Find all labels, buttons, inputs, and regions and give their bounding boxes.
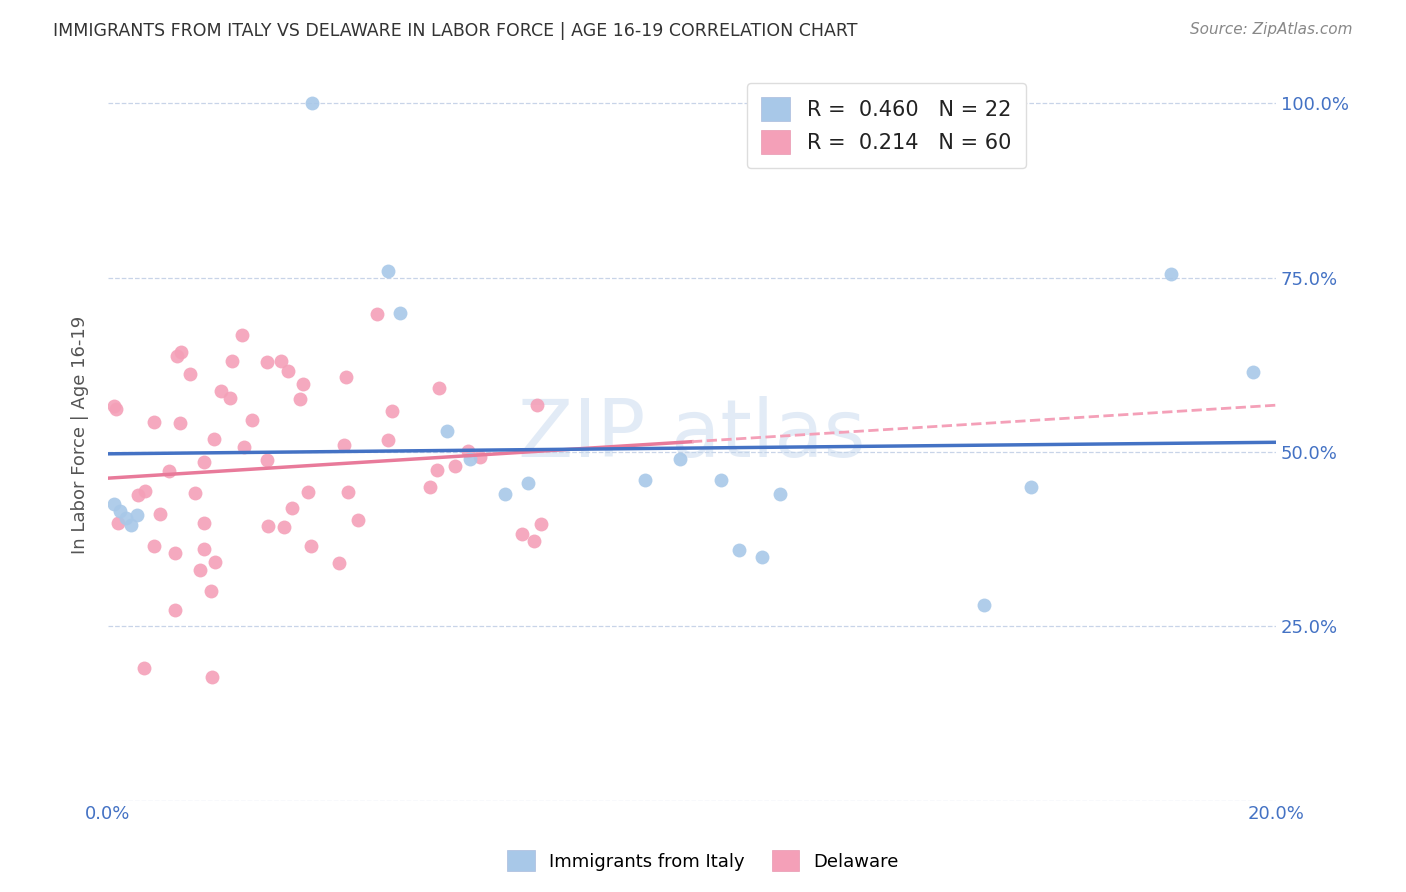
Point bbox=[163, 546, 186, 560]
Point bbox=[299, 539, 322, 553]
Point bbox=[727, 542, 749, 557]
Point bbox=[256, 355, 278, 369]
Point bbox=[240, 413, 263, 427]
Point bbox=[388, 305, 411, 319]
Point bbox=[427, 381, 450, 395]
Point bbox=[333, 437, 356, 451]
Point bbox=[127, 508, 149, 522]
Point bbox=[108, 504, 131, 518]
Point bbox=[273, 519, 295, 533]
Point bbox=[710, 473, 733, 487]
Point bbox=[270, 354, 292, 368]
Point bbox=[219, 391, 242, 405]
Point bbox=[142, 416, 165, 430]
Point bbox=[366, 307, 388, 321]
Point bbox=[169, 417, 191, 431]
Point bbox=[165, 603, 187, 617]
Point bbox=[231, 328, 253, 343]
Point bbox=[1160, 267, 1182, 281]
Point bbox=[973, 599, 995, 613]
Point bbox=[288, 392, 311, 406]
Point bbox=[297, 485, 319, 500]
Point bbox=[120, 518, 142, 533]
Point bbox=[200, 584, 222, 599]
Point bbox=[381, 403, 404, 417]
Point bbox=[188, 563, 211, 577]
Point bbox=[291, 376, 314, 391]
Point bbox=[193, 516, 215, 531]
Point bbox=[233, 441, 256, 455]
Point bbox=[127, 488, 149, 502]
Point bbox=[134, 484, 156, 499]
Point bbox=[510, 527, 533, 541]
Point bbox=[132, 661, 155, 675]
Point bbox=[143, 540, 166, 554]
Point bbox=[1019, 480, 1042, 494]
Point bbox=[768, 487, 790, 501]
Point bbox=[458, 452, 481, 467]
Legend: R =  0.460   N = 22, R =  0.214   N = 60: R = 0.460 N = 22, R = 0.214 N = 60 bbox=[747, 83, 1026, 169]
Point bbox=[149, 507, 172, 521]
Point bbox=[105, 402, 128, 417]
Point bbox=[281, 501, 304, 516]
Point bbox=[193, 541, 215, 556]
Point bbox=[419, 480, 441, 494]
Point bbox=[257, 518, 280, 533]
Point bbox=[426, 463, 449, 477]
Point bbox=[103, 497, 125, 511]
Point bbox=[277, 364, 299, 378]
Y-axis label: In Labor Force | Age 16-19: In Labor Force | Age 16-19 bbox=[72, 316, 89, 554]
Point bbox=[107, 516, 129, 530]
Point bbox=[444, 458, 467, 473]
Point bbox=[204, 555, 226, 569]
Point bbox=[209, 384, 232, 398]
Point bbox=[335, 369, 357, 384]
Text: Source: ZipAtlas.com: Source: ZipAtlas.com bbox=[1189, 22, 1353, 37]
Point bbox=[526, 398, 548, 412]
Point bbox=[1241, 365, 1264, 379]
Point bbox=[517, 476, 540, 491]
Point bbox=[494, 487, 516, 501]
Point bbox=[328, 556, 350, 570]
Point bbox=[157, 464, 180, 478]
Point bbox=[436, 424, 458, 438]
Point bbox=[669, 452, 692, 467]
Point bbox=[347, 513, 370, 527]
Point bbox=[457, 443, 479, 458]
Point bbox=[184, 486, 207, 500]
Point bbox=[166, 349, 188, 363]
Point bbox=[523, 533, 546, 548]
Point bbox=[301, 96, 323, 111]
Point bbox=[470, 450, 492, 465]
Point bbox=[103, 399, 125, 413]
Point bbox=[221, 354, 243, 368]
Point bbox=[256, 453, 278, 467]
Point bbox=[170, 345, 193, 359]
Point bbox=[377, 263, 399, 277]
Point bbox=[751, 549, 773, 564]
Point bbox=[336, 485, 359, 500]
Point bbox=[530, 517, 553, 532]
Point bbox=[114, 511, 136, 525]
Text: IMMIGRANTS FROM ITALY VS DELAWARE IN LABOR FORCE | AGE 16-19 CORRELATION CHART: IMMIGRANTS FROM ITALY VS DELAWARE IN LAB… bbox=[53, 22, 858, 40]
Legend: Immigrants from Italy, Delaware: Immigrants from Italy, Delaware bbox=[501, 843, 905, 879]
Point bbox=[179, 367, 201, 381]
Point bbox=[202, 432, 225, 446]
Text: ZIP atlas: ZIP atlas bbox=[519, 395, 866, 474]
Point bbox=[634, 473, 657, 487]
Point bbox=[193, 455, 215, 469]
Point bbox=[201, 670, 224, 684]
Point bbox=[377, 433, 399, 447]
